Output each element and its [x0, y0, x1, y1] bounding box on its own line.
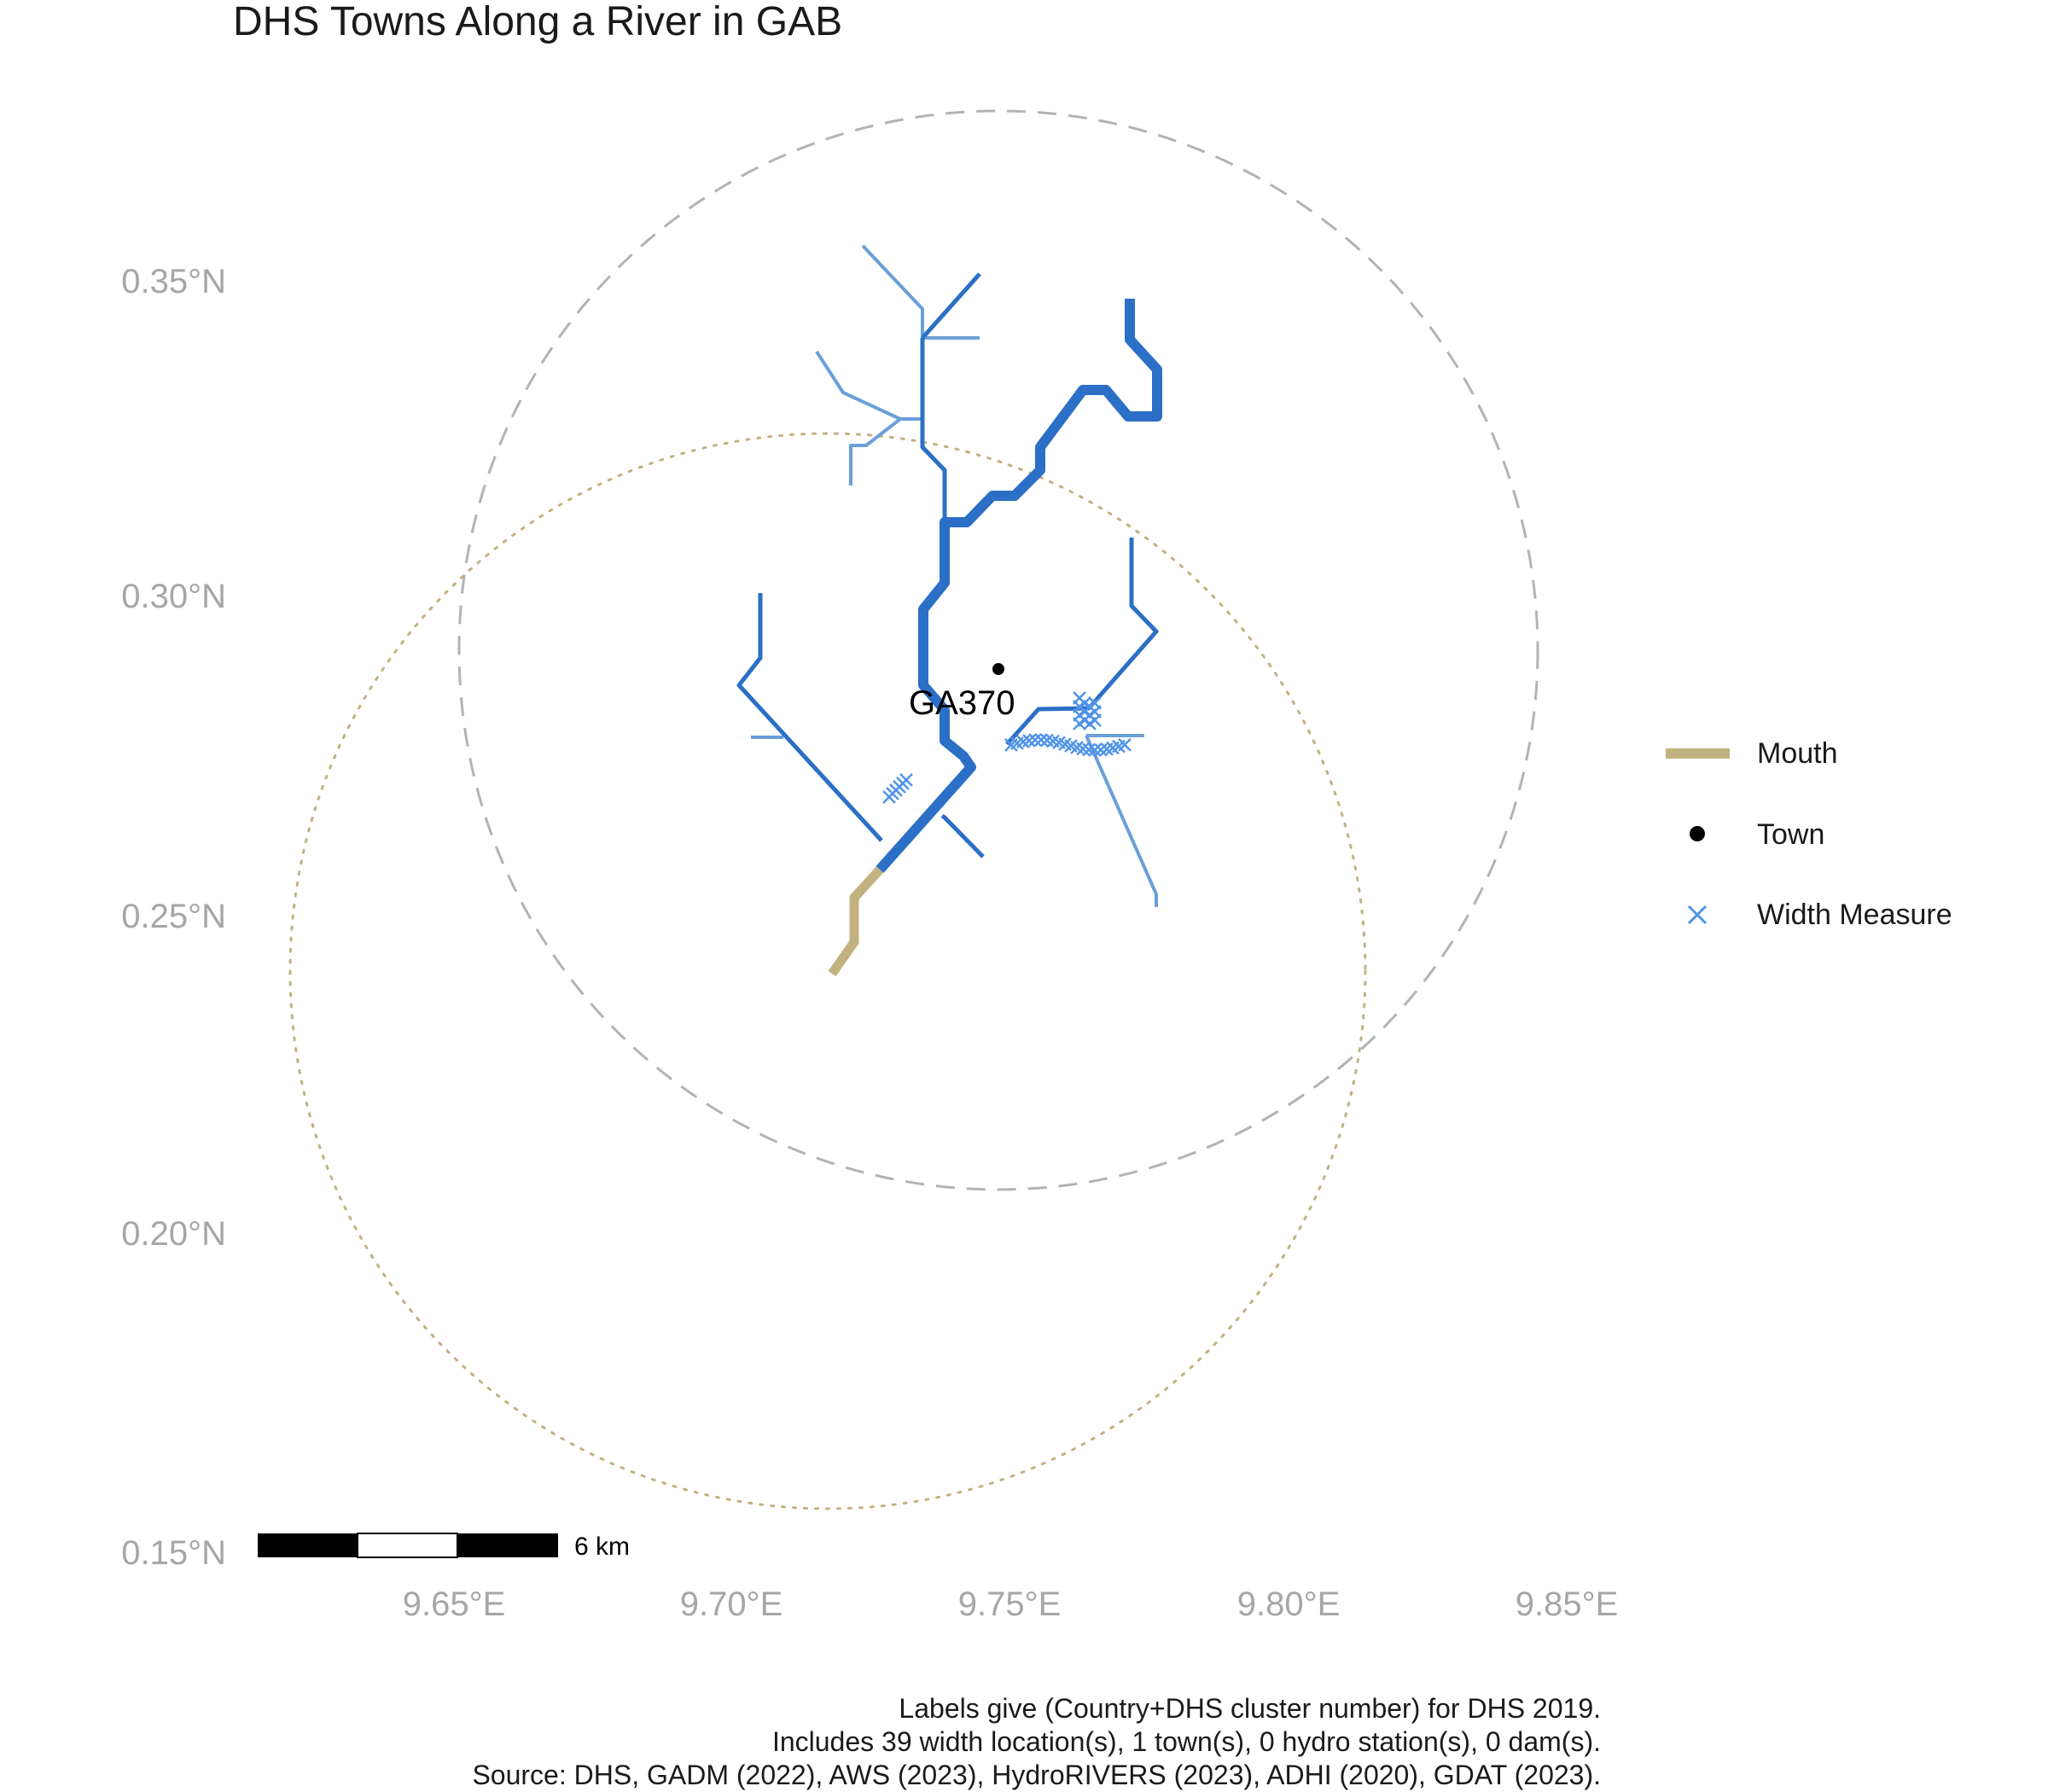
river-main-stem [876, 299, 1162, 873]
x-tick-label: 9.75°E [957, 1585, 1062, 1623]
river-segment [815, 350, 902, 486]
legend-width-cross-icon [1687, 905, 1708, 925]
width-measure-marker [1073, 691, 1086, 705]
river-segment [920, 338, 947, 527]
x-tick-label: 9.70°E [679, 1585, 783, 1623]
river-segment [921, 272, 981, 340]
legend-town-dot-icon [1690, 826, 1705, 841]
width-measure-marker [1034, 733, 1048, 747]
legend-item-width-measure: Width Measure [1757, 899, 1952, 931]
width-measure-marker [1028, 733, 1042, 748]
river-segment [1005, 538, 1159, 746]
caption-line-1: Labels give (Country+DHS cluster number)… [899, 1693, 1601, 1724]
width-measures [882, 691, 1132, 804]
buffer-circle-dotted [288, 432, 1367, 1510]
y-tick-label: 0.25°N [121, 898, 226, 935]
map-title: DHS Towns Along a River in GAB [233, 0, 843, 44]
y-tick-label: 0.20°N [121, 1215, 226, 1253]
river-mouth [828, 866, 884, 977]
y-tick-label: 0.35°N [121, 263, 226, 300]
legend-item-town: Town [1757, 818, 1825, 851]
x-tick-label: 9.85°E [1515, 1585, 1619, 1623]
scale-bar-label: 6 km [574, 1533, 631, 1561]
x-tick-label: 9.65°E [402, 1585, 506, 1623]
x-tick-label: 9.80°E [1236, 1585, 1341, 1623]
y-tick-label: 0.30°N [121, 578, 226, 615]
width-measure-marker [1118, 737, 1132, 752]
river-segment [736, 593, 883, 842]
caption-line-3: Source: DHS, GADM (2022), AWS (2023), Hy… [472, 1760, 1601, 1790]
width-measure-marker [1088, 743, 1102, 757]
river-tributaries [751, 244, 1158, 907]
width-measure-marker [1082, 742, 1096, 757]
town-label: GA370 [909, 684, 1015, 722]
river-branches [736, 272, 1159, 858]
river-segment [876, 299, 1162, 873]
buffer-circle-dashed [457, 109, 1539, 1191]
width-measure-marker [1088, 696, 1102, 710]
river-segment [1085, 735, 1158, 907]
legend-item-mouth: Mouth [1757, 737, 1838, 770]
width-measure-marker [899, 773, 913, 787]
y-tick-label: 0.15°N [121, 1534, 226, 1572]
caption-line-2: Includes 39 width location(s), 1 town(s)… [771, 1726, 1601, 1757]
scale-bar [258, 1533, 558, 1558]
town-dot [992, 663, 1004, 675]
river-segment [861, 244, 980, 340]
river-segment [940, 813, 985, 858]
